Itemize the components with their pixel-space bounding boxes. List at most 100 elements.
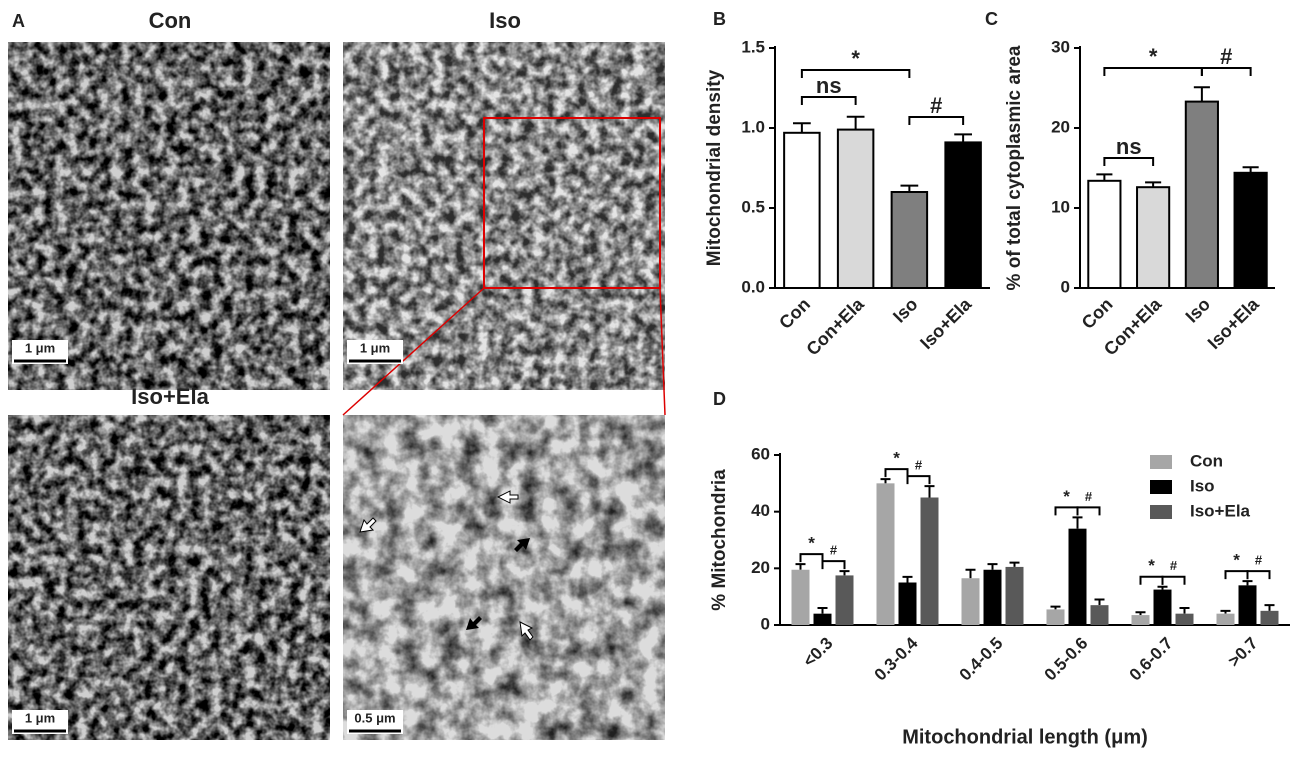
error-bar [795, 563, 806, 570]
scale-label: 1 μm [25, 710, 55, 725]
error-bar [902, 575, 913, 583]
significance-bracket [799, 553, 824, 563]
x-tick-label: Iso+Ela [916, 293, 976, 353]
error-bar [1157, 585, 1168, 590]
bar [1090, 605, 1109, 625]
scale-label: 1 μm [25, 340, 55, 355]
micrograph-texture [8, 42, 330, 390]
significance-bracket [908, 116, 965, 125]
y-tick-label: 20 [1051, 117, 1070, 136]
error-bar [817, 607, 828, 614]
significance-label: # [1085, 489, 1093, 504]
error-bar [987, 563, 998, 570]
x-tick-label: Iso [889, 294, 922, 327]
bar [791, 569, 810, 625]
y-tick-label: 40 [751, 501, 770, 520]
micrograph-texture [343, 415, 665, 740]
x-tick-label: 0.4-0.5 [956, 634, 1007, 685]
micrograph-texture [8, 415, 330, 740]
bar [1184, 100, 1219, 289]
significance-bracket [1054, 506, 1079, 516]
significance-label: # [930, 93, 942, 118]
significance-label: # [915, 458, 923, 473]
y-axis-label: % of total cytoplasmic area [1004, 45, 1025, 290]
y-tick-label: 0 [1061, 277, 1070, 296]
y-tick-label: 20 [751, 558, 770, 577]
significance-label: * [1233, 551, 1240, 570]
error-bar [1072, 516, 1083, 529]
y-tick-label: 0.5 [741, 197, 765, 216]
significance-bracket [1103, 157, 1155, 166]
micrograph-title: Iso+Ela [131, 384, 209, 409]
bar [876, 483, 895, 625]
bar [944, 141, 982, 289]
bar [1068, 528, 1087, 625]
bar [898, 582, 917, 625]
legend-label: Iso+Ela [1190, 501, 1251, 520]
error-bar [793, 122, 811, 133]
micrograph-title: Iso [489, 8, 521, 33]
y-tick-label: 10 [1051, 197, 1070, 216]
error-bar [1050, 605, 1061, 610]
x-tick-label: Iso [1182, 294, 1215, 327]
panel-label: B [713, 9, 726, 29]
zoom-line [342, 287, 485, 416]
bar [961, 578, 980, 625]
significance-bracket [1224, 570, 1249, 580]
bar [983, 569, 1002, 625]
error-bar [954, 133, 972, 143]
legend-swatch [1150, 505, 1172, 519]
significance-label: # [1170, 558, 1178, 573]
error-bar [1009, 561, 1020, 567]
arrow [519, 621, 534, 641]
bar [920, 497, 939, 625]
significance-label: * [851, 46, 860, 71]
error-bar [1135, 611, 1146, 616]
significance-label: * [1063, 487, 1070, 506]
significance-label: # [1220, 44, 1232, 69]
micrograph-texture [343, 42, 665, 390]
y-axis-label: % Mitochondria [709, 469, 730, 611]
bar [1136, 186, 1171, 289]
significance-bracket [906, 475, 931, 485]
bar [1131, 615, 1150, 625]
error-bar [1096, 173, 1113, 181]
bar [1046, 609, 1065, 625]
significance-bracket [1161, 575, 1186, 585]
arrow [466, 616, 482, 630]
micrograph-panel: A Con Iso Iso+Ela 1 μm 1 μm 1 μm 0.5 μm [8, 8, 666, 740]
x-tick-label: Con [775, 294, 814, 333]
significance-label: * [808, 534, 815, 553]
error-bar [880, 478, 891, 484]
bar [1175, 613, 1194, 625]
error-bar [1242, 580, 1253, 586]
bar [813, 613, 832, 625]
x-tick-label: Con [1078, 294, 1117, 333]
arrow [514, 538, 530, 552]
bar [1233, 171, 1268, 289]
x-tick-label: 0.3-0.4 [871, 633, 922, 684]
bar [1153, 589, 1172, 625]
bar [836, 128, 875, 289]
scale-label: 0.5 μm [354, 710, 395, 725]
x-axis-label: Mitochondrial length (μm) [902, 726, 1148, 748]
significance-bracket [1076, 506, 1101, 516]
bar [835, 575, 854, 625]
bar [1216, 613, 1235, 625]
bar [890, 191, 929, 289]
significance-label: # [1255, 553, 1263, 568]
x-tick-label: <0.3 [799, 634, 836, 671]
x-tick-label: Con+Ela [802, 293, 868, 359]
error-bar [1220, 609, 1231, 614]
scale-label: 1 μm [360, 340, 390, 355]
x-tick-label: 0.6-0.7 [1126, 634, 1177, 685]
x-tick-label: >0.7 [1224, 634, 1261, 671]
y-tick-label: 1.5 [741, 37, 765, 56]
arrow [496, 490, 519, 504]
panel-label: D [713, 389, 726, 409]
micrograph-title: Con [149, 8, 192, 33]
significance-bracket [884, 468, 909, 478]
y-tick-label: 60 [751, 444, 770, 463]
error-bar [900, 184, 919, 192]
